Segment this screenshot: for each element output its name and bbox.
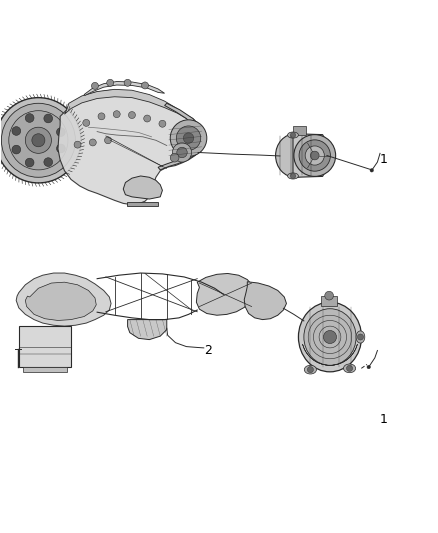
- Polygon shape: [196, 273, 254, 315]
- Bar: [23, 367, 67, 372]
- Circle shape: [44, 114, 53, 123]
- Circle shape: [305, 146, 324, 165]
- Circle shape: [177, 126, 201, 150]
- Circle shape: [113, 111, 120, 118]
- Circle shape: [173, 143, 191, 162]
- Circle shape: [44, 158, 53, 166]
- Circle shape: [299, 140, 330, 171]
- Bar: [19, 326, 71, 367]
- Circle shape: [177, 147, 187, 158]
- Bar: [321, 296, 337, 305]
- Polygon shape: [84, 82, 165, 95]
- Circle shape: [290, 133, 296, 138]
- Circle shape: [159, 120, 166, 127]
- Circle shape: [32, 134, 45, 147]
- Polygon shape: [158, 103, 205, 170]
- Circle shape: [0, 98, 81, 183]
- Circle shape: [144, 115, 151, 122]
- Circle shape: [1, 103, 75, 177]
- Polygon shape: [58, 90, 205, 205]
- Circle shape: [325, 292, 333, 300]
- Circle shape: [170, 120, 207, 156]
- Circle shape: [107, 79, 114, 86]
- Circle shape: [92, 83, 99, 90]
- Circle shape: [83, 119, 90, 126]
- Text: 1: 1: [380, 152, 388, 166]
- Circle shape: [170, 154, 179, 162]
- Circle shape: [25, 114, 34, 123]
- Circle shape: [294, 135, 336, 176]
- Ellipse shape: [298, 302, 361, 372]
- Polygon shape: [25, 282, 96, 320]
- Circle shape: [124, 79, 131, 86]
- Circle shape: [323, 330, 336, 344]
- Polygon shape: [244, 282, 286, 320]
- Circle shape: [74, 141, 81, 148]
- Ellipse shape: [288, 173, 298, 179]
- Circle shape: [141, 82, 148, 89]
- Polygon shape: [64, 90, 195, 120]
- Ellipse shape: [276, 134, 315, 177]
- Circle shape: [357, 334, 364, 340]
- Circle shape: [89, 139, 96, 146]
- Circle shape: [25, 127, 51, 154]
- Text: 1: 1: [380, 413, 388, 426]
- Ellipse shape: [304, 365, 317, 374]
- Polygon shape: [123, 176, 162, 199]
- Circle shape: [128, 111, 135, 118]
- Text: 2: 2: [204, 344, 212, 358]
- Circle shape: [12, 127, 21, 135]
- Polygon shape: [293, 134, 327, 177]
- Polygon shape: [127, 202, 158, 206]
- Ellipse shape: [304, 309, 356, 365]
- Polygon shape: [16, 273, 111, 326]
- Circle shape: [184, 133, 194, 143]
- Ellipse shape: [288, 132, 298, 138]
- Circle shape: [367, 365, 371, 369]
- Bar: [293, 126, 306, 135]
- Circle shape: [9, 111, 68, 170]
- Circle shape: [57, 144, 65, 153]
- Circle shape: [346, 365, 353, 372]
- Circle shape: [57, 128, 65, 136]
- Circle shape: [311, 151, 319, 160]
- Circle shape: [12, 145, 21, 154]
- Ellipse shape: [343, 364, 356, 373]
- Circle shape: [105, 137, 112, 144]
- Circle shape: [290, 173, 296, 179]
- Ellipse shape: [356, 331, 365, 343]
- Circle shape: [25, 158, 34, 167]
- Circle shape: [370, 168, 374, 172]
- Polygon shape: [127, 320, 167, 340]
- Circle shape: [307, 367, 314, 373]
- Circle shape: [98, 113, 105, 120]
